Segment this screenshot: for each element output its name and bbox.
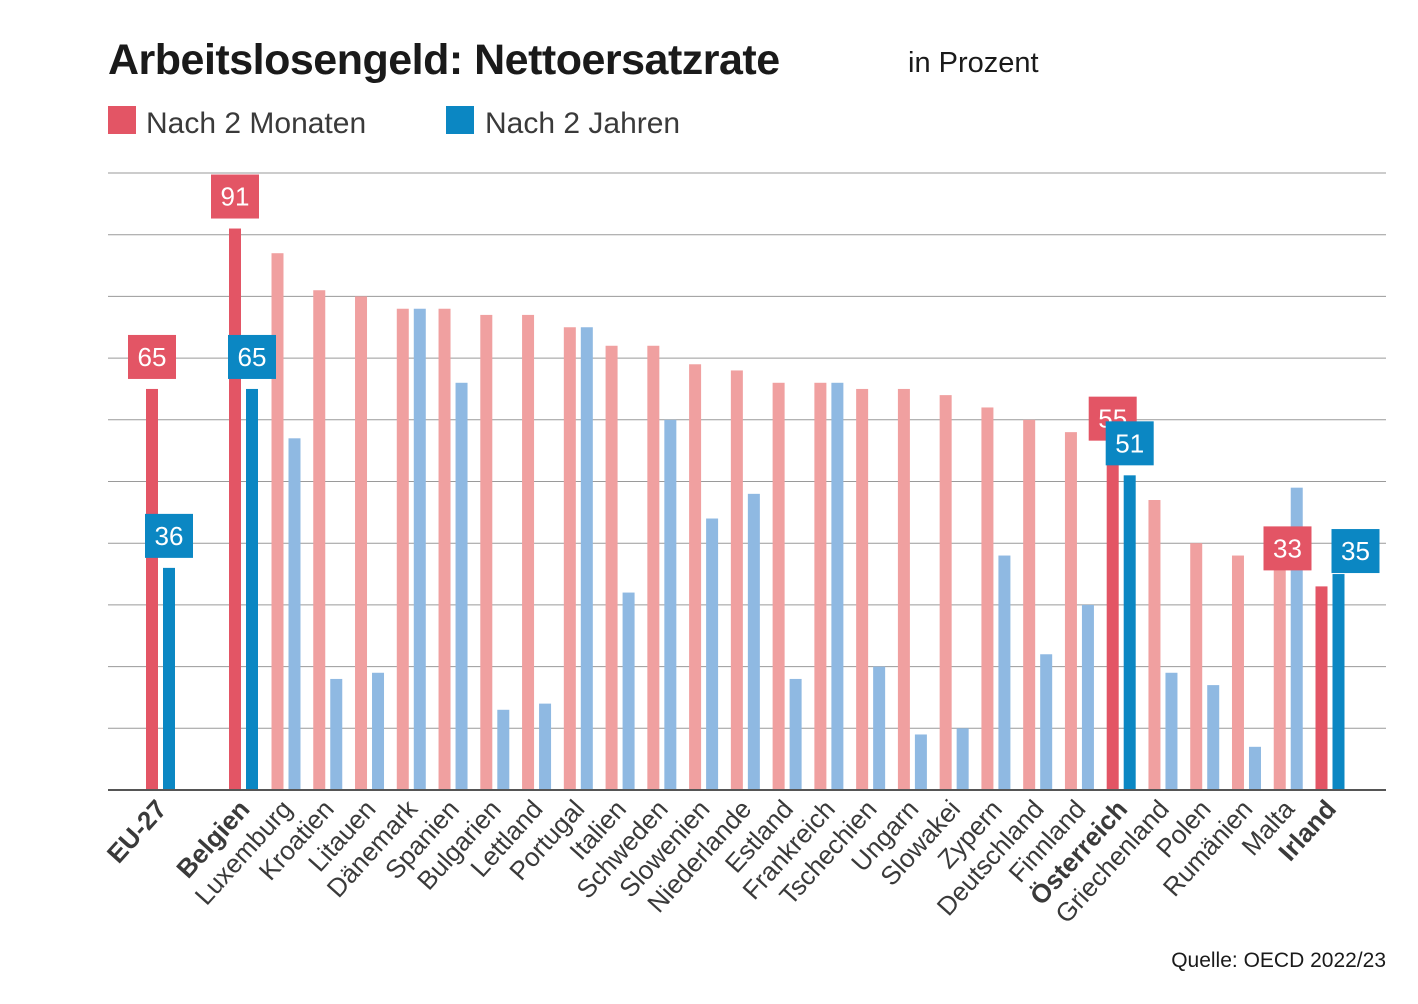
- bar-kroatien-2-monate: [313, 290, 326, 790]
- bar-deutschland-2-monate: [1023, 419, 1036, 790]
- legend-label-2-jahre: Nach 2 Jahren: [485, 107, 680, 140]
- bar-lettland-2-jahre: [539, 703, 552, 790]
- bars: [146, 228, 1345, 790]
- value-label-text: 33: [1273, 533, 1302, 563]
- bar-slowenien-2-monate: [689, 364, 702, 790]
- bar-italien-2-jahre: [622, 592, 635, 790]
- bar-portugal-2-monate: [563, 327, 576, 790]
- bar-zypern-2-jahre: [998, 555, 1011, 790]
- value-label-box: [211, 174, 259, 219]
- value-label-eu-27-2-monate: 65: [128, 334, 176, 379]
- bar-belgien-2-monate: [229, 228, 241, 790]
- bar-schweden-2-jahre: [664, 419, 677, 790]
- bar-luxemburg-2-monate: [271, 253, 284, 790]
- bar-luxemburg-2-jahre: [288, 438, 301, 790]
- value-label-text: 35: [1341, 536, 1370, 566]
- value-label-text: 91: [221, 182, 250, 212]
- bar-daenemark-2-jahre: [413, 308, 426, 790]
- value-label-text: 51: [1115, 428, 1144, 458]
- value-label-box: [228, 334, 276, 379]
- bar-oesterreich-2-monate: [1106, 450, 1119, 790]
- value-label-box: [1331, 529, 1380, 574]
- legend-swatch-2-monate: [108, 106, 136, 134]
- value-label-text: 36: [155, 521, 184, 551]
- value-label-box: [1105, 421, 1154, 466]
- x-tick-label-eu-27: EU-27: [101, 794, 173, 869]
- bar-estland-2-jahre: [789, 678, 802, 790]
- bar-portugal-2-jahre: [580, 327, 593, 790]
- legend-swatch-2-jahre: [446, 106, 474, 134]
- bar-malta-2-monate: [1273, 567, 1286, 790]
- bar-niederlande-2-monate: [730, 370, 743, 790]
- legend-label-2-monate: Nach 2 Monaten: [146, 107, 366, 140]
- bar-tschechien-2-jahre: [873, 666, 886, 790]
- bar-ungarn-2-monate: [897, 388, 910, 790]
- bar-spanien-2-monate: [438, 308, 451, 790]
- legend: Nach 2 Monaten Nach 2 Jahren: [108, 106, 680, 140]
- bar-niederlande-2-jahre: [747, 493, 760, 790]
- bar-eu-27-2-jahre: [163, 567, 175, 790]
- value-label-oesterreich-2-jahre: 51: [1105, 421, 1154, 466]
- bar-griechenland-2-jahre: [1165, 672, 1178, 790]
- bar-frankreich-2-jahre: [831, 382, 844, 790]
- bar-litauen-2-monate: [355, 296, 368, 790]
- value-label-box: [145, 513, 193, 558]
- value-label-box: [128, 334, 176, 379]
- bar-litauen-2-jahre: [372, 672, 385, 790]
- chart-title: Arbeitslosengeld: Nettoersatzrate: [108, 36, 780, 84]
- bar-ungarn-2-jahre: [914, 734, 927, 790]
- value-label-irland-2-monate: 33: [1263, 526, 1312, 571]
- bar-belgien-2-jahre: [246, 388, 258, 790]
- bar-schweden-2-monate: [647, 345, 660, 790]
- value-label-belgien-2-jahre: 65: [228, 334, 276, 379]
- category-labels: EU-27BelgienLuxemburgKroatienLitauenDäne…: [101, 793, 1342, 929]
- bar-rumaenien-2-jahre: [1248, 746, 1261, 790]
- bar-kroatien-2-jahre: [330, 678, 343, 790]
- bar-irland-2-monate: [1315, 586, 1328, 790]
- bar-slowenien-2-jahre: [706, 518, 719, 790]
- bar-frankreich-2-monate: [814, 382, 827, 790]
- bar-slowakei-2-monate: [939, 395, 952, 790]
- value-label-text: 65: [238, 342, 267, 372]
- source-note: Quelle: OECD 2022/23: [1171, 949, 1386, 972]
- bar-bulgarien-2-monate: [480, 314, 493, 790]
- bar-spanien-2-jahre: [455, 382, 468, 790]
- value-label-belgien-2-monate: 91: [211, 174, 259, 219]
- bar-rumaenien-2-monate: [1231, 555, 1244, 790]
- chart-subtitle: in Prozent: [908, 47, 1039, 79]
- bar-lettland-2-monate: [522, 314, 535, 790]
- bar-bulgarien-2-jahre: [497, 709, 510, 790]
- bar-eu-27-2-monate: [146, 388, 158, 790]
- bar-polen-2-jahre: [1207, 685, 1220, 790]
- bar-irland-2-jahre: [1332, 574, 1345, 790]
- value-label-text: 65: [138, 342, 167, 372]
- value-label-irland-2-jahre: 35: [1331, 529, 1380, 574]
- bar-zypern-2-monate: [981, 407, 994, 790]
- bar-italien-2-monate: [605, 345, 618, 790]
- bar-griechenland-2-monate: [1148, 500, 1161, 790]
- bar-polen-2-monate: [1190, 543, 1203, 790]
- bar-tschechien-2-monate: [856, 388, 869, 790]
- bar-slowakei-2-jahre: [956, 728, 969, 790]
- value-label-eu-27-2-jahre: 36: [145, 513, 193, 558]
- bar-daenemark-2-monate: [396, 308, 409, 790]
- bar-finnland-2-monate: [1064, 432, 1077, 790]
- bar-deutschland-2-jahre: [1040, 654, 1053, 790]
- bar-oesterreich-2-jahre: [1123, 475, 1136, 790]
- value-label-box: [1263, 526, 1312, 571]
- bar-finnland-2-jahre: [1081, 604, 1094, 790]
- bar-estland-2-monate: [772, 382, 785, 790]
